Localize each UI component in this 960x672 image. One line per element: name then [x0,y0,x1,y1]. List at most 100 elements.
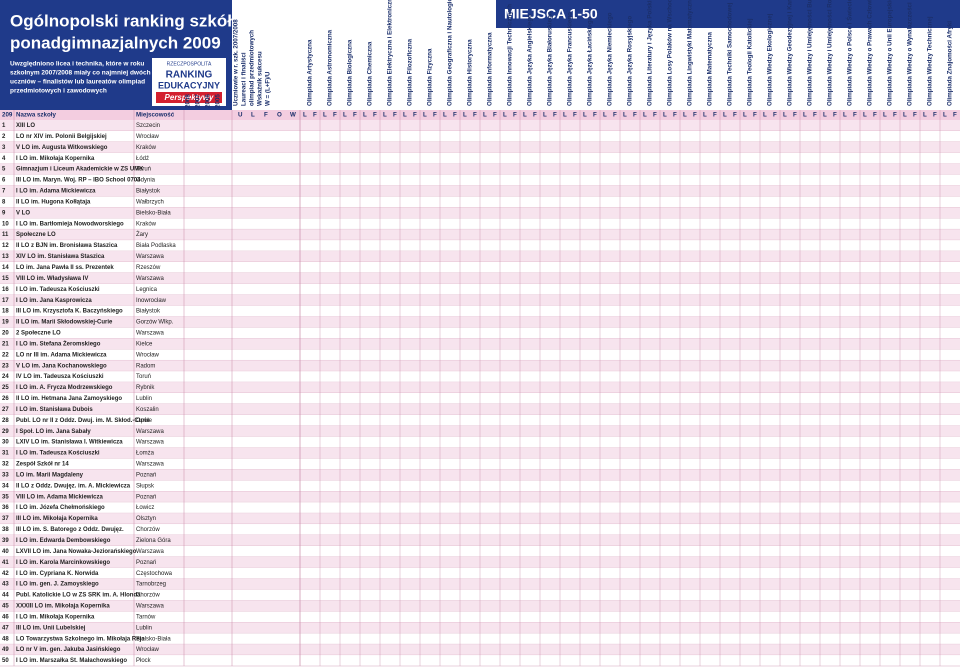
col-header: 209 [2,112,13,119]
city: Wrocław [136,352,160,358]
olympiad-header: Olimpiada Fizyczna [427,48,434,106]
school-name: I LO im. Bartłomieja Nowodworskiego [16,221,124,227]
school-name: LO Towarzystwa Szkolnego im. Mikołaja Re… [16,636,145,642]
city: Gdynia [136,178,156,184]
rank: 41 [2,560,9,566]
city: Zielona Góra [136,538,171,544]
city: Toruń [136,167,151,173]
stats-title: Uczniowie w r. szk. 2007/2008 [233,19,240,106]
school-name: I LO im. Mikołaja Kopernika [16,156,95,162]
school-name: I LO im. Mikołaja Kopernika [16,614,95,620]
school-name: II LO z BJN im. Bronisława Staszica [16,243,118,249]
city: Chorzów [136,593,160,599]
olympiad-sub: F [813,112,817,119]
olympiad-sub: L [303,112,307,119]
rank: 14 [2,265,9,271]
olympiad-sub: L [703,112,707,119]
olympiad-header: Olimpiada Informatyczna [487,32,494,106]
rank: 32 [2,462,9,468]
olympiad-sub: F [393,112,397,119]
rank: 47 [2,625,9,631]
olympiad-sub: L [323,112,327,119]
school-name: LO im. Jana Pawła II ss. Prezentek [16,265,114,271]
stat-letter: O [277,112,282,119]
olympiad-sub: F [513,112,517,119]
city: Bielsko-Biała [136,636,171,642]
school-name: I LO im. Stefana Żeromskiego [16,340,101,347]
olympiad-header: Olimpiada Filozoficzna [407,38,414,106]
school-name: I LO im. Adama Mickiewicza [16,189,96,195]
school-name: Gimnazjum i Liceum Akademickie w ZS UMK [16,167,144,173]
olympiad-sub: L [723,112,727,119]
city: Wrocław [136,647,160,653]
rank: 11 [2,232,9,238]
olympiad-sub: L [343,112,347,119]
year-header: 2007 [195,94,202,108]
olympiad-sub: F [473,112,477,119]
olympiad-header: Olimpiada Języka Rosyjskiego [627,16,634,106]
olympiad-sub: L [803,112,807,119]
rank: 2 [2,134,6,140]
rank: 8 [2,199,6,205]
olympiad-header: Olimpiada Lingwistyki Matematycznej [687,0,694,106]
olympiad-sub: F [573,112,577,119]
year-header: 2008 [185,94,192,108]
rank: 24 [2,374,9,380]
olympiad-sub: F [913,112,917,119]
rank: 19 [2,320,9,326]
olympiad-sub: F [653,112,657,119]
rank: 4 [2,156,6,162]
olympiad-sub: L [563,112,567,119]
olympiad-sub: F [433,112,437,119]
olympiad-sub: L [483,112,487,119]
school-name: Społeczne LO [16,232,56,238]
title-line: ponadgimnazjalnych 2009 [10,33,221,52]
olympiad-header: Olimpiada Techniki Samochodowej [727,2,734,106]
city: Bielsko-Biała [136,210,171,216]
olympiad-sub: L [923,112,927,119]
school-name: I LO im. Karola Marcinkowskiego [16,560,110,566]
school-name: I LO im. Jana Kasprowicza [16,298,92,304]
olympiad-sub: L [523,112,527,119]
rank: 1 [2,123,6,129]
logo-band [156,92,222,103]
school-name: 2 Społeczne LO [16,331,61,337]
school-name: Zespół Szkół nr 14 [16,462,69,468]
olympiad-sub: L [623,112,627,119]
rank: 22 [2,352,9,358]
city: Warszawa [136,276,164,282]
school-name: LO nr XIV im. Polonii Belgijskiej [16,134,107,140]
rank: 17 [2,298,9,304]
rank: 27 [2,407,9,413]
school-name: V LO [16,210,30,216]
city: Łowicz [136,505,154,511]
olympiad-sub: F [613,112,617,119]
rank: 16 [2,287,9,293]
olympiad-header: Olimpiada Języka Łacińskiego [587,16,594,106]
city: Toruń [136,374,151,380]
city: Kielce [136,341,153,347]
rank: 3 [2,145,6,151]
city: Rybnik [136,385,155,391]
olympiad-header: Olimpiada Astronomiczna [327,29,334,106]
rank: 26 [2,396,9,402]
city: Opole [136,418,153,424]
rank: 7 [2,189,6,195]
olympiad-sub: L [843,112,847,119]
city: Gorzów Wlkp. [136,320,174,326]
logo-text: Perspektywy [165,93,214,102]
school-name: II LO z Oddz. Dwujęz. im. A. Mickiewicza [16,483,131,489]
rank: 21 [2,341,9,347]
olympiad-sub: F [373,112,377,119]
school-name: I Społ. LO im. Jana Sabały [16,429,91,435]
stat-letter: W [290,112,296,119]
olympiad-header: Olimpiada Języka Francuskiego [567,12,574,106]
city: Lublin [136,396,152,402]
city: Wrocław [136,134,160,140]
olympiad-sub: F [313,112,317,119]
school-name: LO nr III im. Adama Mickiewicza [16,352,107,358]
olympiad-sub: F [713,112,717,119]
school-name: I LO im. Marszałka St. Małachowskiego [16,658,127,664]
description: przedmiotowych i zawodowych [10,88,107,95]
rank: 45 [2,604,9,610]
